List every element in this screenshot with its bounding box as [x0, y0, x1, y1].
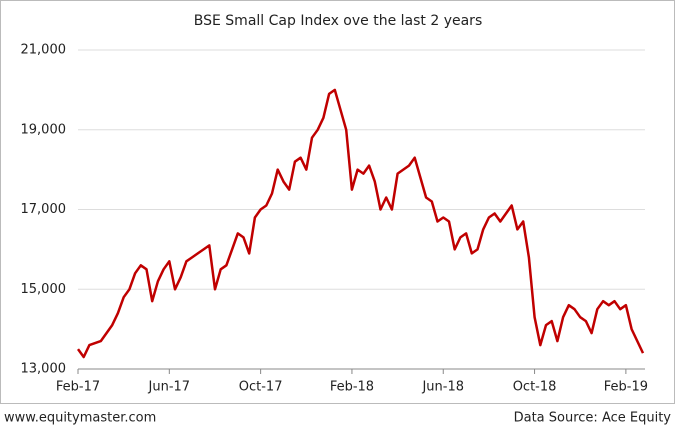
y-tick-label: 19,000	[21, 122, 67, 137]
x-tick-label: Feb-17	[56, 380, 100, 395]
chart-title: BSE Small Cap Index ove the last 2 years	[194, 13, 482, 29]
x-tick-label: Oct-18	[513, 380, 557, 395]
x-tick-label: Feb-18	[330, 380, 374, 395]
y-tick-label: 21,000	[21, 43, 67, 58]
x-tick-label: Oct-17	[239, 380, 283, 395]
y-tick-label: 15,000	[21, 282, 67, 297]
source: Data Source: Ace Equity	[514, 411, 672, 426]
x-tick-label: Feb-19	[604, 380, 648, 395]
y-tick-label: 17,000	[21, 202, 67, 217]
y-tick-label: 13,000	[21, 362, 67, 377]
line	[76, 88, 645, 359]
website: www.equitymaster.com	[4, 411, 156, 426]
x-tick-label: Jun-17	[148, 380, 191, 395]
x-tick-label: Jun-18	[421, 380, 464, 395]
frame	[0, 0, 675, 404]
